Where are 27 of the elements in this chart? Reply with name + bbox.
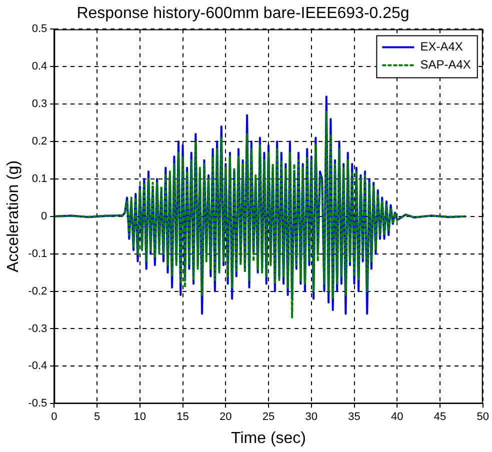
x-tick-label: 30 <box>305 411 318 424</box>
x-tick-label: 40 <box>391 411 404 424</box>
y-axis-title: Acceleration (g) <box>5 160 22 272</box>
legend-label: EX-A4X <box>420 40 463 54</box>
x-tick-label: 35 <box>348 411 360 424</box>
chart-title: Response history-600mm bare-IEEE693-0.25g <box>76 5 410 22</box>
y-tick-label: -0.5 <box>28 398 48 410</box>
legend-label: SAP-A4X <box>420 58 471 72</box>
x-tick-label: 15 <box>176 411 189 424</box>
x-tick-label: 45 <box>434 411 446 424</box>
y-tick-label: 0.2 <box>32 136 48 148</box>
x-axis-title: Time (sec) <box>231 430 306 447</box>
y-tick-label: 0.5 <box>32 23 48 36</box>
x-tick-label: 5 <box>94 411 100 424</box>
x-tick-label: 10 <box>134 411 146 424</box>
x-tick-label: 0 <box>51 411 58 424</box>
y-tick-label: -0.2 <box>28 285 48 298</box>
y-tick-label: 0.3 <box>32 98 48 110</box>
y-tick-label: 0.4 <box>32 60 48 73</box>
x-tick-label: 50 <box>476 411 490 424</box>
x-tick-label: 25 <box>262 411 275 424</box>
y-tick-label: -0.4 <box>28 360 48 372</box>
x-tick-label: 20 <box>220 411 232 424</box>
y-tick-label: -0.3 <box>28 322 48 335</box>
y-tick-label: 0.1 <box>32 172 48 185</box>
y-tick-label: 0 <box>41 210 48 222</box>
y-tick-label: -0.1 <box>28 248 48 260</box>
